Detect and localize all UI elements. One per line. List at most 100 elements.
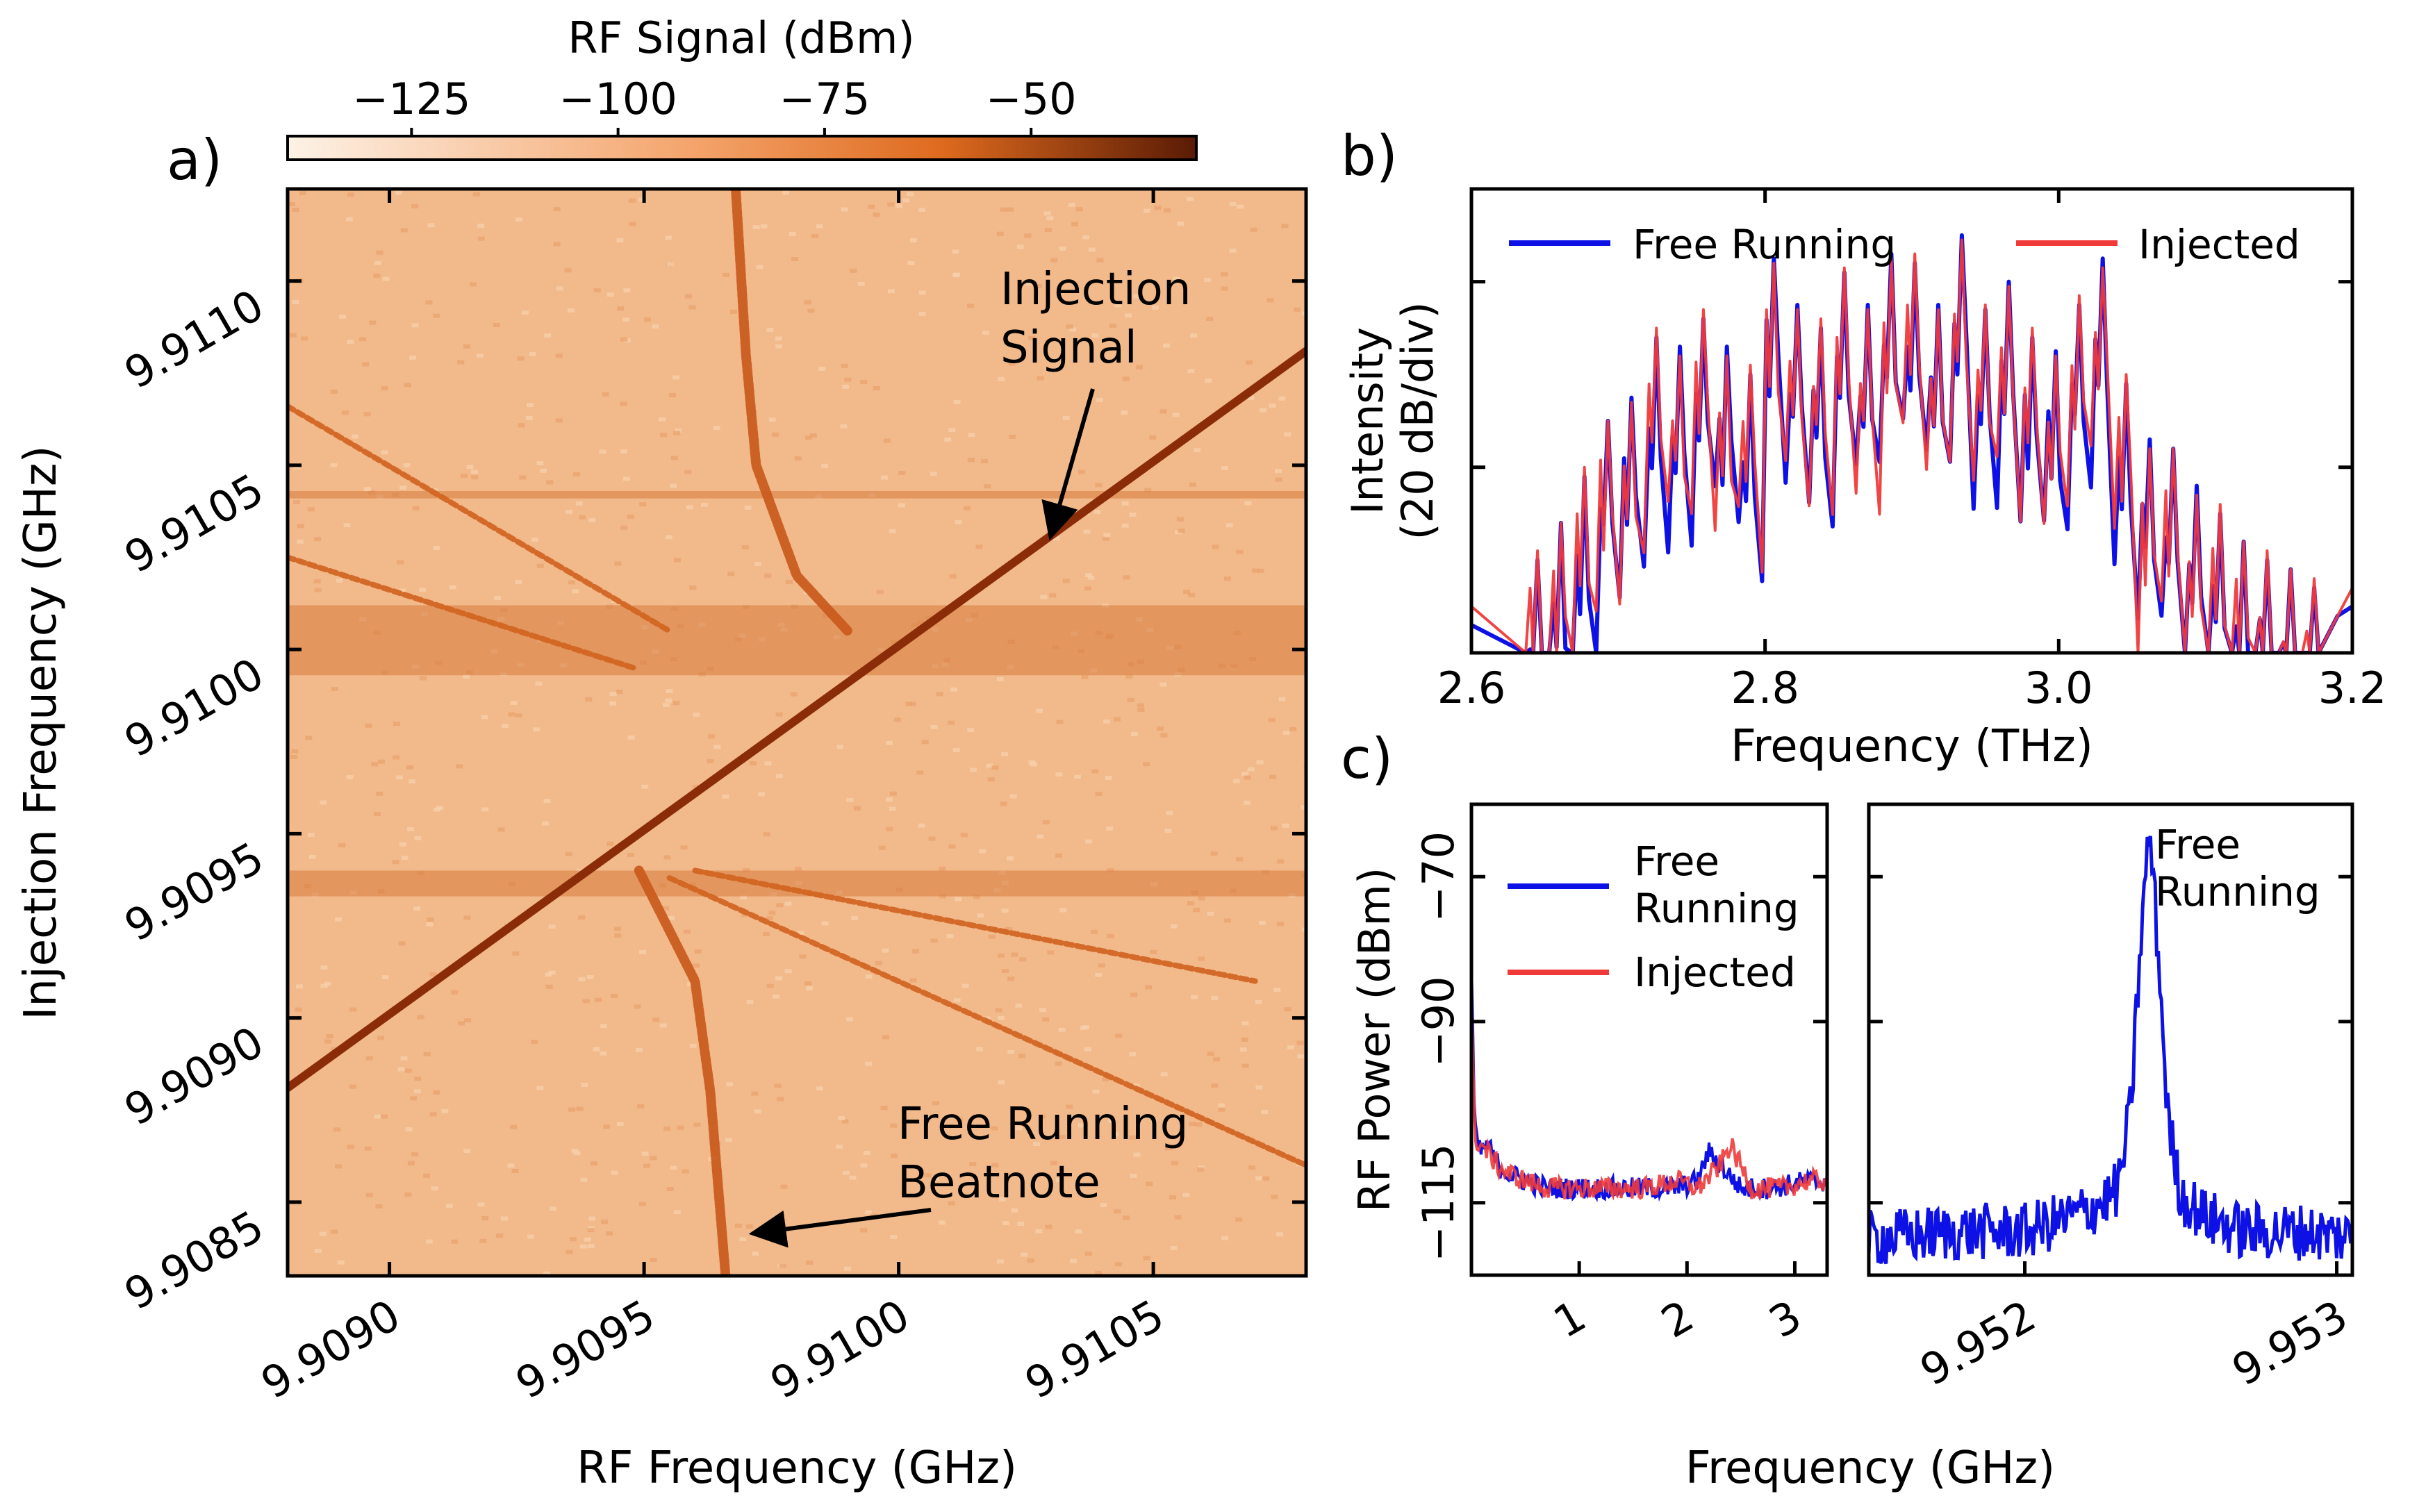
injection-signal-line bbox=[288, 347, 1306, 1093]
heatmap-noise bbox=[1009, 434, 1016, 439]
heatmap-noise bbox=[821, 463, 829, 468]
heatmap-noise bbox=[982, 331, 990, 335]
heatmap-noise bbox=[1055, 1061, 1062, 1066]
heatmap-noise bbox=[1106, 826, 1114, 831]
heatmap-noise bbox=[376, 250, 383, 255]
heatmap-noise bbox=[666, 1187, 674, 1191]
heatmap-noise bbox=[739, 895, 747, 900]
heatmap-noise bbox=[1113, 717, 1121, 722]
heatmap-noise bbox=[393, 722, 400, 726]
heatmap-noise bbox=[902, 198, 910, 203]
heatmap-noise bbox=[359, 337, 367, 342]
heatmap-noise bbox=[1160, 1072, 1168, 1077]
heatmap-noise bbox=[1194, 448, 1201, 453]
heatmap-noise bbox=[417, 1015, 424, 1020]
heatmap-noise bbox=[335, 1164, 342, 1169]
panel-a-ylabel: Injection Frequency (GHz) bbox=[15, 446, 67, 1020]
heatmap-noise bbox=[930, 724, 938, 729]
heatmap-noise bbox=[1122, 376, 1130, 381]
heatmap-noise bbox=[427, 917, 434, 922]
heatmap-noise bbox=[991, 1163, 999, 1168]
heatmap-noise bbox=[1000, 207, 1007, 212]
heatmap-noise bbox=[308, 854, 316, 859]
heatmap-noise bbox=[541, 821, 549, 826]
heatmap-noise bbox=[1095, 483, 1103, 488]
heatmap-noise bbox=[1248, 1165, 1255, 1170]
heatmap-noise bbox=[853, 806, 861, 811]
heatmap-noise bbox=[782, 190, 790, 195]
heatmap-noise bbox=[1087, 575, 1095, 580]
heatmap-noise bbox=[1157, 726, 1164, 731]
heatmap-noise bbox=[564, 268, 572, 273]
heatmap-noise bbox=[341, 410, 349, 415]
heatmap-noise bbox=[845, 1017, 853, 1022]
heatmap-noise bbox=[907, 192, 914, 197]
heatmap-noise bbox=[953, 272, 961, 277]
heatmap-noise bbox=[1019, 957, 1027, 962]
heatmap-noise bbox=[998, 1015, 1005, 1020]
heatmap-noise bbox=[314, 537, 322, 542]
heatmap-noise bbox=[599, 449, 606, 454]
heatmap-noise bbox=[1297, 1054, 1305, 1059]
heatmap-noise bbox=[939, 866, 946, 871]
heatmap-noise bbox=[1114, 303, 1122, 308]
free-running-beatnote-upper bbox=[731, 189, 853, 636]
heatmap-noise bbox=[1109, 324, 1116, 329]
heatmap-noise bbox=[289, 333, 297, 338]
panel-a: a) RF Signal (dBm) −125 −100 −75 −50 9.9090… bbox=[15, 13, 1308, 1494]
heatmap-noise bbox=[1160, 733, 1168, 738]
panel-a-xtick-label: 9.9095 bbox=[507, 1290, 663, 1409]
heatmap-noise bbox=[1114, 1209, 1121, 1214]
heatmap-noise bbox=[693, 963, 700, 968]
heatmap-noise bbox=[1018, 1054, 1025, 1058]
heatmap-noise bbox=[1282, 731, 1290, 736]
heatmap-noise bbox=[1235, 1217, 1243, 1222]
heatmap-noise bbox=[885, 797, 893, 801]
panel-a-ytick-label: 9.9100 bbox=[116, 648, 272, 767]
annotation-beatnote-line1: Free Running bbox=[898, 1099, 1188, 1150]
panel-c-right-xtick-label: 9.953 bbox=[2224, 1290, 2356, 1396]
heatmap-noise bbox=[347, 192, 354, 197]
heatmap-noise bbox=[865, 1061, 873, 1066]
heatmap-noise bbox=[865, 974, 873, 979]
heatmap-noise bbox=[806, 1260, 814, 1265]
heatmap-noise bbox=[378, 759, 385, 764]
heatmap-noise bbox=[734, 1223, 742, 1228]
heatmap-noise bbox=[950, 687, 957, 692]
heatmap-noise bbox=[1289, 726, 1297, 731]
heatmap-noise bbox=[1006, 856, 1014, 861]
heatmap-noise bbox=[1015, 1126, 1023, 1131]
heatmap-noise bbox=[1122, 1215, 1130, 1220]
heatmap-noise bbox=[515, 580, 522, 584]
heatmap-noise bbox=[1189, 1122, 1196, 1127]
heatmap-noise bbox=[842, 1170, 850, 1175]
heatmap-noise bbox=[1073, 774, 1081, 779]
colorbar-tick-label: −125 bbox=[352, 74, 470, 124]
heatmap-noise bbox=[1182, 1193, 1190, 1197]
heatmap-noise bbox=[545, 972, 552, 977]
heatmap-noise bbox=[533, 727, 540, 732]
panel-b-ylabel-line2: (20 dB/div) bbox=[1392, 301, 1443, 540]
heatmap-noise bbox=[420, 676, 427, 681]
heatmap-noise bbox=[1241, 1037, 1248, 1042]
heatmap-noise bbox=[998, 1080, 1005, 1085]
heatmap-noise bbox=[627, 514, 634, 519]
heatmap-noise bbox=[886, 826, 893, 831]
heatmap-noise bbox=[878, 845, 886, 850]
heatmap-noise bbox=[816, 224, 823, 229]
heatmap-noise bbox=[752, 225, 760, 230]
heatmap-noise bbox=[1040, 595, 1048, 599]
heatmap-noise bbox=[588, 1216, 596, 1221]
heatmap-noise bbox=[754, 1109, 761, 1114]
heatmap-noise bbox=[805, 435, 813, 440]
heatmap-noise bbox=[510, 701, 518, 706]
heatmap-noise bbox=[887, 289, 895, 294]
heatmap-noise bbox=[510, 1124, 518, 1129]
panel-c-left-xtick-label: 2 bbox=[1653, 1290, 1702, 1348]
heatmap-noise bbox=[1191, 995, 1198, 999]
heatmap-noise bbox=[995, 1008, 1002, 1013]
heatmap-noise bbox=[1007, 977, 1015, 981]
heatmap-noise bbox=[743, 868, 750, 872]
heatmap-noise bbox=[1174, 1215, 1182, 1220]
heatmap-noise bbox=[670, 483, 677, 488]
